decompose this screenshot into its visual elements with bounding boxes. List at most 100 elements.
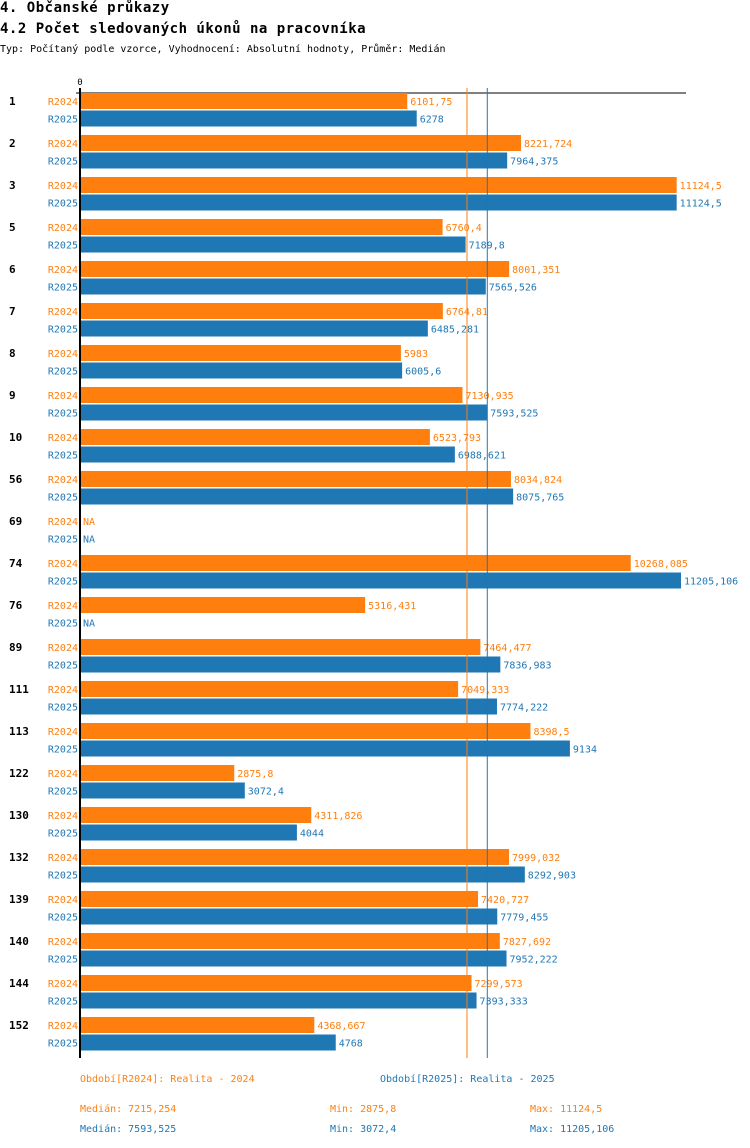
bar-r2025 [80,866,525,883]
series-label: R2024 [48,937,78,948]
bar-r2024 [80,975,472,991]
series-label: R2025 [48,913,78,924]
series-label: R2025 [48,955,78,966]
series-label: R2024 [48,517,78,528]
section-title: 4. Občanské průkazy [0,0,170,16]
bar-r2024 [80,219,443,235]
bar-r2025 [80,110,417,127]
category-label: 152 [9,1019,29,1032]
series-label: R2024 [48,349,78,360]
data-label: 8398,5 [533,727,569,738]
bar-r2025 [80,194,677,211]
series-label: R2025 [48,409,78,420]
bar-r2025 [80,320,428,337]
series-label: R2025 [48,661,78,672]
data-label: 7393,333 [480,997,528,1008]
bar-r2024 [80,135,521,151]
bar-r2024 [80,933,500,949]
bar-r2025 [80,740,570,757]
category-label: 132 [9,851,29,864]
series-label: R2025 [48,199,78,210]
bar-r2024 [80,93,408,109]
series-label: R2024 [48,895,78,906]
series-label: R2025 [48,997,78,1008]
series-label: R2025 [48,115,78,126]
series-label: R2024 [48,769,78,780]
bar-r2024 [80,807,312,823]
category-label: 122 [9,767,29,780]
data-label: 8075,765 [516,493,564,504]
data-label: 6485,281 [431,325,479,336]
series-label: R2024 [48,1021,78,1032]
category-label: 7 [9,305,16,318]
bar-r2025 [80,572,681,589]
data-label: 4044 [300,829,324,840]
data-label: 9134 [573,745,597,756]
data-label: 7464,477 [483,643,531,654]
series-label: R2024 [48,811,78,822]
bar-r2025 [80,488,514,505]
data-label: 6101,75 [410,97,452,108]
data-label: 6005,6 [405,367,441,378]
bar-r2025 [80,278,486,295]
category-label: 74 [9,557,23,570]
category-label: 10 [9,431,22,444]
data-label: 5316,431 [368,601,416,612]
category-label: 111 [9,683,29,696]
max-r2025: Max: 11205,106 [530,1124,615,1135]
series-label: R2025 [48,241,78,252]
bar-r2024 [80,345,401,361]
bar-r2024 [80,681,459,697]
bar-r2025 [80,992,477,1009]
data-label: 7049,333 [461,685,509,696]
data-label: 11205,106 [684,577,738,588]
data-label: 8221,724 [524,139,572,150]
category-label: 113 [9,725,29,738]
series-label: R2024 [48,979,78,990]
series-label: R2025 [48,703,78,714]
series-label: R2024 [48,433,78,444]
series-label: R2024 [48,181,78,192]
data-label: 4768 [339,1039,363,1050]
data-label: 7565,526 [489,283,537,294]
category-label: 144 [9,977,29,990]
bar-r2024 [80,1017,315,1033]
data-label: 7130,935 [465,391,513,402]
bar-r2024 [80,849,510,865]
bar-r2024 [80,891,479,907]
bar-r2024 [80,471,511,487]
data-label: 7964,375 [510,157,558,168]
chart-title: 4.2 Počet sledovaných úkonů na pracovník… [0,21,367,37]
median-r2025: Medián: 7593,525 [80,1124,177,1135]
data-label: 3072,4 [248,787,284,798]
data-label: 4311,826 [314,811,362,822]
data-label: 8292,903 [528,871,576,882]
data-label: 8001,351 [512,265,560,276]
bar-r2024 [80,177,677,193]
x-tick-label: 0 [77,78,82,88]
series-label: R2024 [48,601,78,612]
series-label: R2025 [48,1039,78,1050]
data-label: NA [83,535,95,546]
data-label: 7189,8 [469,241,505,252]
median-r2024: Medián: 7215,254 [80,1104,177,1115]
data-label: 10268,085 [634,559,688,570]
legend-r2025: Období[R2025]: Realita - 2025 [380,1074,555,1085]
data-label: 2875,8 [237,769,273,780]
series-label: R2025 [48,451,78,462]
series-label: R2024 [48,643,78,654]
data-label: 7420,727 [481,895,529,906]
series-label: R2024 [48,391,78,402]
category-label: 1 [9,95,16,108]
series-label: R2024 [48,139,78,150]
series-label: R2024 [48,559,78,570]
bar-r2024 [80,429,430,445]
category-label: 89 [9,641,22,654]
series-label: R2025 [48,619,78,630]
series-label: R2024 [48,475,78,486]
series-label: R2025 [48,577,78,588]
bar-r2024 [80,303,443,319]
data-label: 7827,692 [503,937,551,948]
series-label: R2025 [48,745,78,756]
bar-r2025 [80,950,507,967]
